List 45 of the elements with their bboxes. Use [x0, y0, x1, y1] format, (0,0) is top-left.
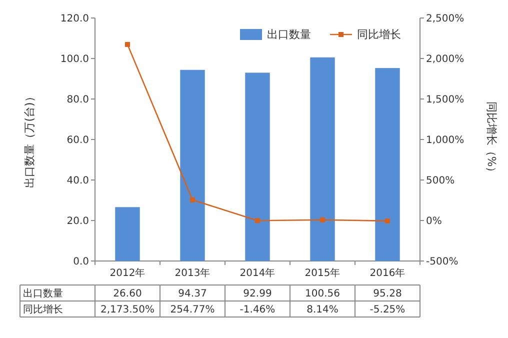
point — [320, 217, 325, 222]
data-label: 94.37 — [178, 288, 207, 300]
y-tick-label: 80.0 — [66, 94, 89, 106]
y2-tick-label: 500% — [426, 176, 455, 186]
y2-tick-label: 0% — [426, 216, 442, 227]
y-tick-label: 0.0 — [73, 256, 89, 268]
y-tick-label: 40.0 — [66, 176, 89, 186]
y2-tick-label: 1,500% — [426, 94, 464, 106]
text: 同比增长 — [23, 304, 63, 316]
y2-tick-label: 2,500% — [426, 14, 464, 24]
y2-tick-label: 1,000% — [426, 135, 464, 146]
data-label: -5.25% — [370, 304, 406, 316]
bar — [115, 207, 140, 261]
x-tick-label: 2016年 — [370, 267, 406, 279]
y-axis-title: 出口数量（万(台)） — [23, 91, 36, 188]
x-tick-label: 2013年 — [174, 267, 210, 279]
y-tick-label: 60.0 — [66, 135, 89, 146]
y-tick-label: 120.0 — [60, 14, 89, 24]
data-label: 2,173.50% — [100, 304, 155, 316]
x-tick-label: 2015年 — [304, 267, 340, 279]
data-label: 8.14% — [306, 304, 338, 316]
y2-tick-label: 2,000% — [426, 54, 464, 65]
y-tick-label: 100.0 — [60, 54, 89, 65]
x-tick-label: 2014年 — [240, 267, 276, 279]
bar — [310, 57, 335, 261]
y-tick-label: 20.0 — [66, 216, 89, 227]
point — [385, 218, 390, 224]
y2-axis-title: 同比增长（%） — [485, 101, 498, 178]
point — [255, 218, 260, 224]
bar — [245, 72, 270, 261]
data-label: 92.99 — [243, 288, 272, 300]
legend-label: 出口数量 — [267, 28, 311, 41]
data-label: 100.56 — [305, 288, 340, 300]
point — [125, 42, 130, 47]
data-label: 26.60 — [113, 288, 142, 300]
y2-tick-label: -500% — [426, 256, 458, 268]
bar — [375, 68, 400, 261]
x-tick-label: 2012年 — [110, 267, 146, 279]
text: 出口数量 — [23, 288, 63, 300]
data-label: 95.28 — [373, 288, 402, 300]
data-label: -1.46% — [240, 304, 276, 316]
bar — [180, 70, 205, 261]
point — [190, 197, 195, 202]
data-label: 254.77% — [170, 304, 215, 316]
legend-label: 同比增长 — [357, 28, 401, 41]
